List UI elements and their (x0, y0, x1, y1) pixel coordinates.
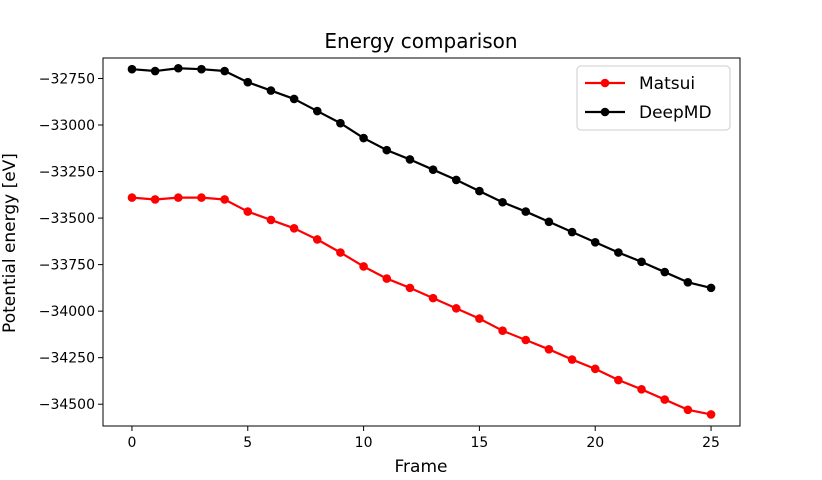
y-tick-label: −32750 (39, 71, 95, 87)
data-point-deepmd (590, 237, 600, 247)
data-point-deepmd (359, 133, 368, 143)
data-point-deepmd (706, 283, 716, 293)
data-point-matsui (289, 224, 299, 233)
data-point-deepmd (220, 66, 229, 76)
data-point-deepmd (567, 227, 577, 237)
x-tick-label: 5 (243, 435, 252, 451)
data-point-matsui (173, 193, 183, 202)
data-point-matsui (451, 304, 461, 313)
y-tick-label: −33000 (39, 118, 95, 134)
data-point-matsui (706, 410, 716, 419)
y-tick-label: −34250 (39, 351, 95, 367)
data-point-matsui (197, 193, 206, 202)
y-axis-label: Potential energy [eV] (0, 153, 20, 333)
data-point-matsui (428, 293, 438, 303)
data-point-matsui (521, 335, 531, 345)
data-point-matsui (243, 207, 253, 216)
data-point-matsui (590, 364, 600, 374)
y-tick-label: −33750 (39, 258, 95, 274)
legend: Matsui DeepMD (576, 65, 731, 131)
data-point-deepmd (266, 86, 276, 95)
data-point-deepmd (614, 248, 623, 257)
x-tick-label: 10 (355, 435, 373, 451)
data-point-deepmd (336, 118, 345, 128)
data-point-matsui (683, 405, 693, 415)
data-point-matsui (544, 345, 554, 354)
x-tick-label: 15 (470, 435, 488, 451)
data-point-deepmd (312, 106, 322, 116)
data-point-matsui (127, 193, 137, 202)
data-point-matsui (405, 283, 415, 293)
y-tick-label: −33250 (39, 165, 95, 181)
legend-marker-deepmd (600, 107, 610, 117)
data-point-matsui (637, 385, 646, 394)
data-point-deepmd (498, 197, 507, 207)
x-tick-label: 25 (702, 435, 720, 451)
data-point-deepmd (660, 267, 670, 277)
data-point-matsui (312, 235, 322, 244)
data-point-deepmd (428, 165, 438, 174)
y-tick-label: −33500 (39, 211, 95, 227)
data-point-deepmd (451, 175, 461, 185)
data-point-matsui (498, 326, 507, 335)
data-point-matsui (150, 195, 160, 204)
x-axis-label: Frame (395, 457, 448, 477)
data-point-matsui (336, 248, 345, 257)
data-point-matsui (660, 395, 670, 404)
legend-label-matsui: Matsui (639, 74, 695, 94)
x-tick-label: 0 (127, 435, 136, 451)
x-tick-label: 20 (586, 435, 604, 451)
data-point-deepmd (405, 155, 415, 164)
data-point-deepmd (173, 63, 183, 73)
data-point-matsui (382, 274, 392, 283)
data-point-deepmd (243, 77, 253, 87)
data-point-deepmd (127, 64, 137, 74)
plot-series (127, 63, 716, 419)
data-point-deepmd (637, 257, 646, 267)
data-point-deepmd (544, 217, 554, 227)
data-point-matsui (359, 262, 368, 271)
data-point-deepmd (289, 94, 299, 104)
axis-ticks: 0 5 10 15 20 25 −32750 −33000 −33250 −33500 −33750… (39, 71, 720, 451)
y-tick-label: −34000 (39, 304, 95, 320)
plot-frame (102, 57, 741, 427)
data-point-matsui (567, 355, 577, 364)
data-point-matsui (614, 375, 623, 385)
data-point-deepmd (150, 66, 160, 76)
data-point-deepmd (197, 64, 206, 74)
data-point-deepmd (521, 207, 531, 216)
legend-label-deepmd: DeepMD (639, 103, 712, 123)
chart-title: Energy comparison (324, 29, 517, 53)
data-point-deepmd (683, 277, 693, 287)
legend-marker-matsui (600, 78, 610, 88)
data-point-deepmd (382, 145, 392, 155)
data-point-matsui (475, 314, 484, 323)
y-tick-label: −34500 (39, 397, 95, 413)
data-point-deepmd (475, 186, 484, 196)
data-point-matsui (220, 195, 229, 204)
data-point-matsui (266, 215, 276, 225)
